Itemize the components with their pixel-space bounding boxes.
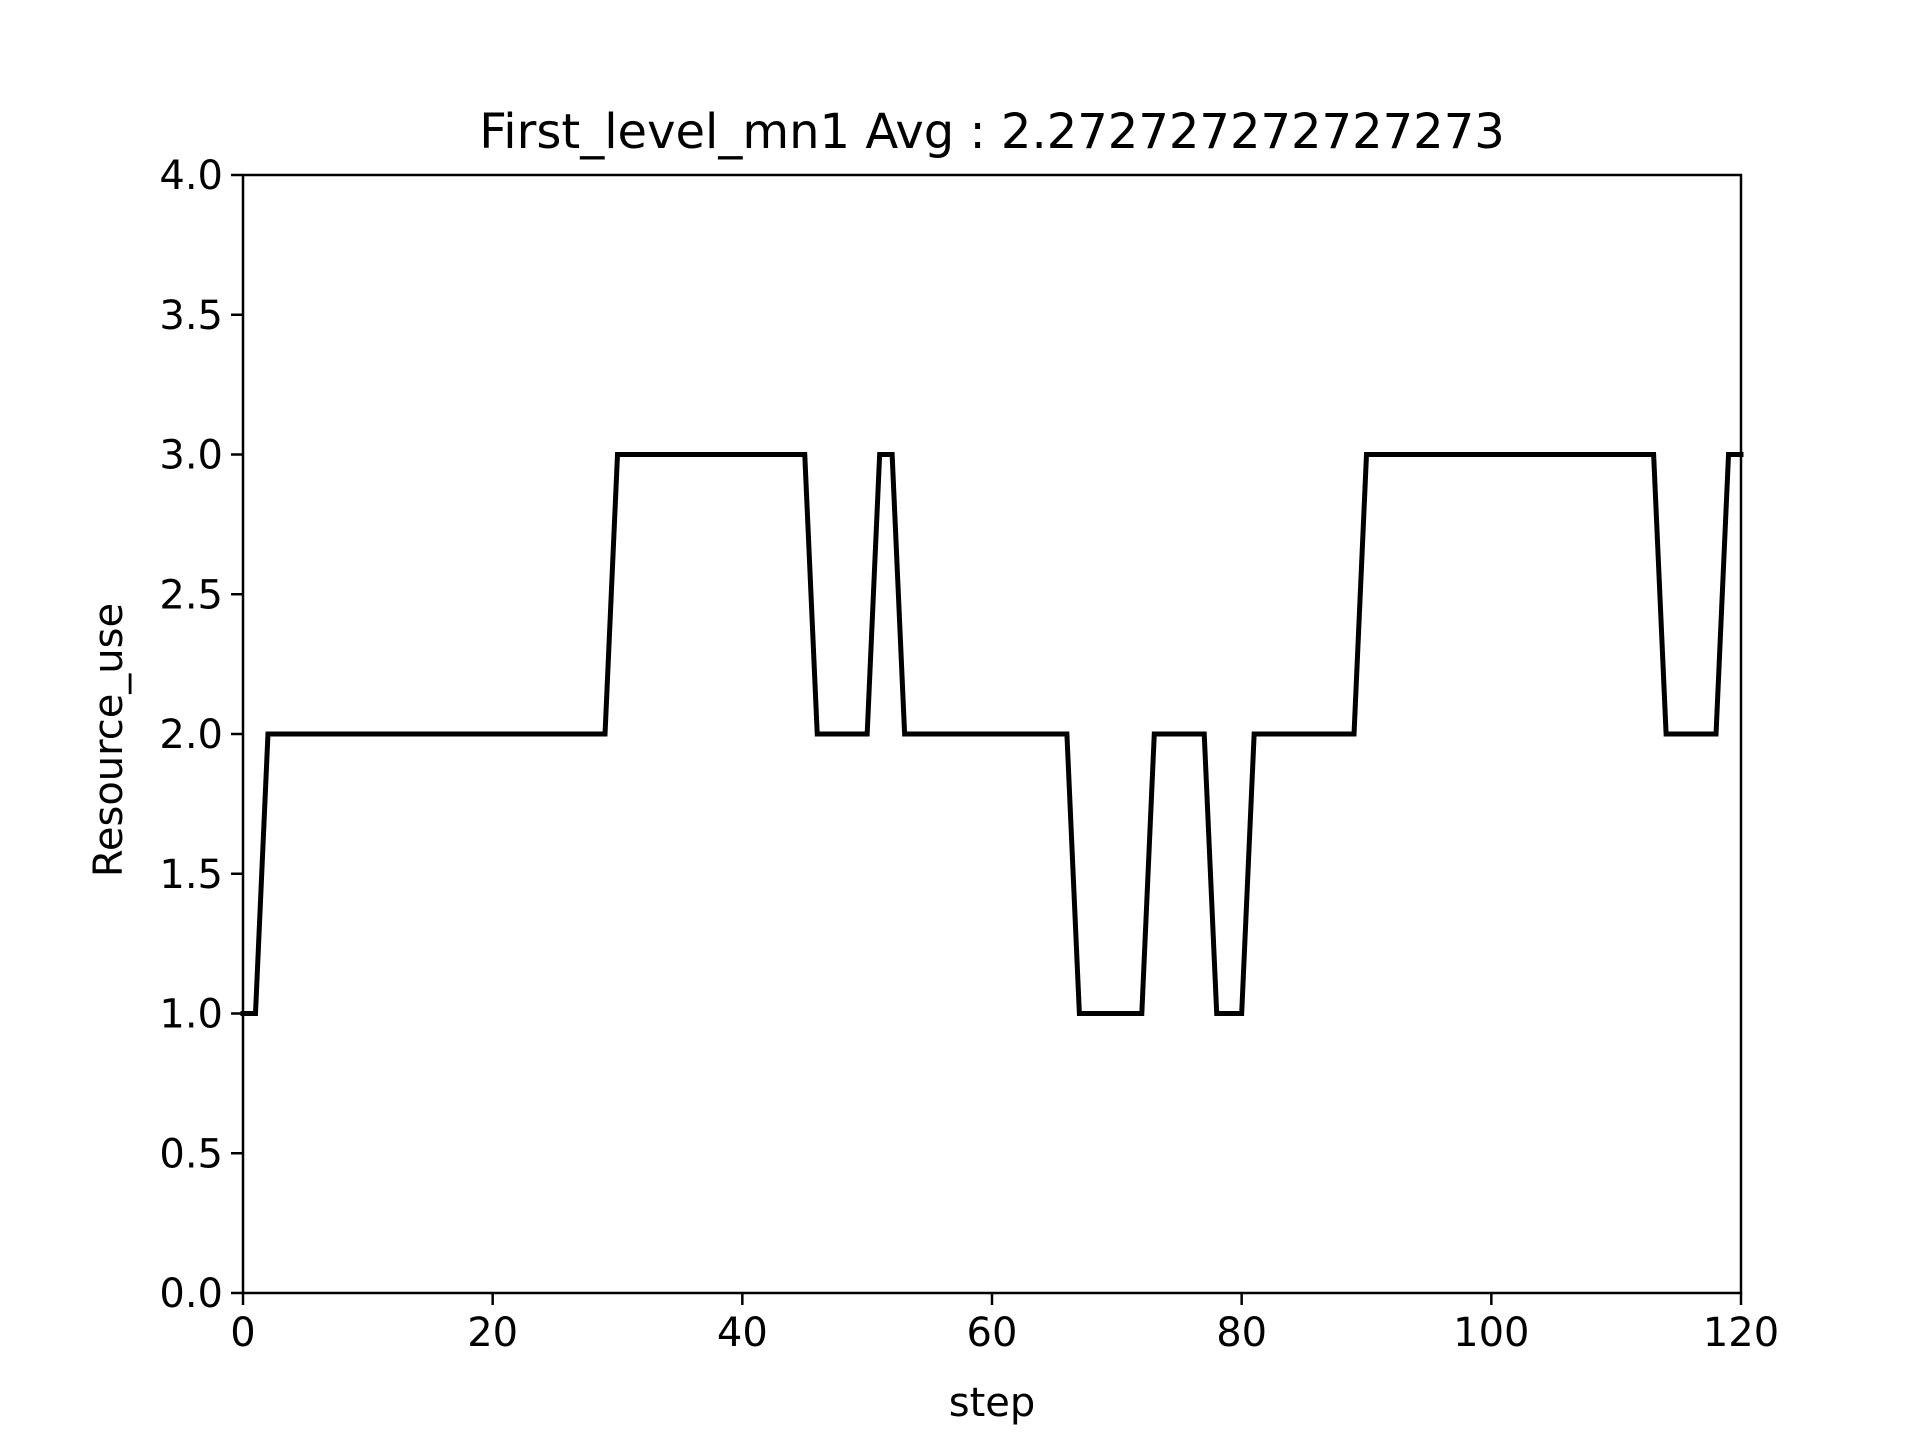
series-line — [240, 452, 1744, 1016]
plot-frame — [241, 173, 1743, 1295]
y-tick-label: 0.0 — [159, 1271, 223, 1317]
y-tick-label: 3.0 — [159, 433, 223, 479]
y-tick-label: 3.5 — [159, 293, 223, 339]
x-tick-label: 100 — [1453, 1310, 1529, 1356]
x-tick-label: 60 — [967, 1310, 1018, 1356]
y-tick-label: 0.5 — [159, 1131, 223, 1177]
x-tick-label: 120 — [1703, 1310, 1779, 1356]
plot-series — [240, 452, 1744, 1016]
y-tick-label: 2.5 — [159, 572, 223, 618]
y-tick-label: 1.0 — [159, 992, 223, 1038]
x-tick-label: 0 — [230, 1310, 255, 1356]
x-tick-label: 20 — [467, 1310, 518, 1356]
x-tick-label: 80 — [1216, 1310, 1267, 1356]
x-tick-label: 40 — [717, 1310, 768, 1356]
chart-title: First_level_mn1 Avg : 2.272727272727273 — [479, 104, 1505, 160]
axis-ticks: 0 20 40 60 80 100 120 0.0 0.5 1.0 1.5 2.0 2.5 3.0 3.5 4… — [159, 153, 1779, 1356]
y-tick-label: 2.0 — [159, 712, 223, 758]
y-tick-label: 1.5 — [159, 852, 223, 898]
x-axis-label: step — [949, 1380, 1036, 1426]
y-tick-label: 4.0 — [159, 153, 223, 199]
y-axis-label: Resource_use — [86, 603, 132, 877]
